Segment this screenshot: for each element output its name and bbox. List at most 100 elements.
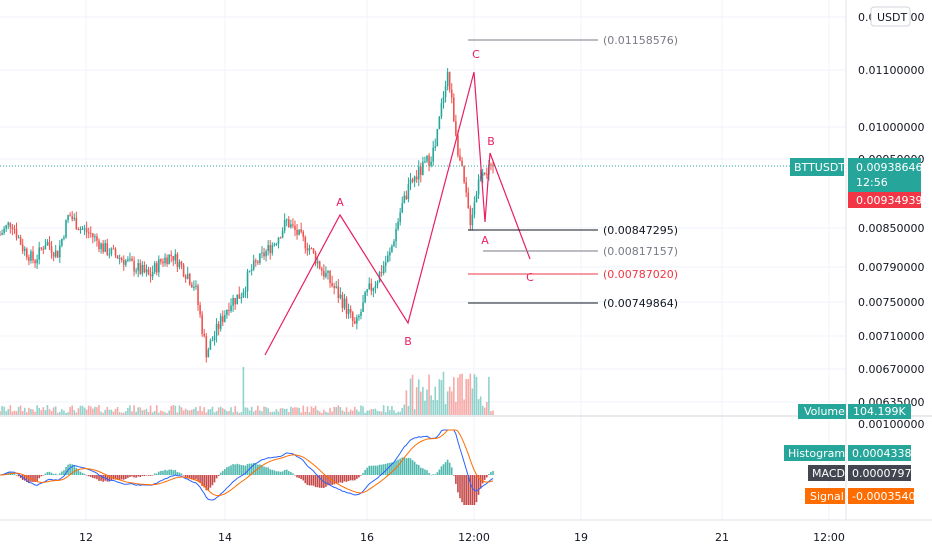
macd-histogram-bar [453,475,455,476]
candle-body [339,294,342,298]
time-axis-label: 12:00 [458,531,490,544]
candle-body [232,297,234,306]
volume-bar [393,410,395,415]
wave-label: B [404,335,412,348]
candle-body [302,231,305,237]
volume-bar [114,408,117,415]
volume-bar [333,406,335,415]
volume-bar [279,408,282,415]
macd-histogram-bar [366,467,368,475]
candle-body [277,237,280,244]
candle-body [137,263,140,271]
wave-label: C [526,271,534,284]
symbol-tag: BTTUSDT [790,158,845,176]
volume-bar [440,380,443,415]
candle-body [296,230,298,235]
macd-histogram-bar [273,470,276,475]
candle-body [405,195,408,200]
candle-body [1,233,3,235]
candle-body [195,285,197,288]
macd-histogram-bar [442,464,445,475]
candle-body [100,243,102,250]
candle-body [219,316,222,329]
candle-body [450,89,453,98]
macd-histogram-bar [296,475,298,478]
volume-bar [475,376,478,415]
macd-histogram-bar [98,475,100,481]
high-price-tag: 0.00934939 [848,192,922,208]
fib-level-label: (0.00749864) [603,297,678,310]
volume-bar [1,405,3,415]
candle-body [343,298,346,308]
candle-body [166,257,168,264]
volume-bar [160,410,162,415]
volume-bar [269,412,272,415]
candle-body [149,274,152,277]
macd-histogram-bar [415,464,418,475]
macd-histogram-bar [160,470,162,475]
candle-body [341,294,344,308]
macd-histogram-bar [277,471,280,475]
volume-bar [139,407,142,415]
macd-histogram-bar [479,475,482,489]
volume-bar [207,409,210,415]
candle-body [483,172,486,174]
candle-body [479,175,482,180]
candle-body [304,236,307,249]
last-price-tag: 0.00938646 12:56 [848,158,922,192]
macd-histogram-bar [232,464,234,475]
macd-histogram-bar [250,463,253,475]
candle-body [15,229,18,238]
macd-histogram-bar [162,470,164,475]
macd-histogram-bar [382,464,385,475]
candle-body [252,260,255,270]
candle-body [236,294,239,305]
volume-bar [246,407,249,415]
candle-body [298,229,300,235]
macd-histogram-bar [46,472,49,475]
volume-bar [366,410,368,415]
currency-button[interactable]: USDT [870,6,911,27]
macd-pane [0,429,494,505]
candle-body [168,254,170,264]
fib-levels: (0.01158576) (0.00847295) (0.00817157) (0.0… [468,34,678,310]
time-axis-label: 21 [715,531,729,544]
candle-body [285,219,288,221]
candle-body [486,173,488,175]
price-axis-label: 0.00670000 [858,363,924,376]
volume-bar [386,405,389,415]
macd-histogram-bar [254,463,257,475]
volume-bar [273,411,276,415]
volume-bar [17,406,20,415]
macd-histogram-bar [127,475,129,478]
macd-histogram-bar [446,459,449,475]
volume-bar [135,411,137,415]
macd-histogram-bar [52,473,55,475]
candle-body [403,195,406,204]
candle-body [356,317,358,324]
macd-histogram-bar [238,464,241,475]
volume-bar [362,406,364,415]
candle-body [407,183,410,200]
volume-bar [298,407,300,415]
volume-bar [411,374,414,415]
volume-bar [5,411,7,415]
candle-body [337,286,340,298]
candle-body [104,243,107,252]
candle-body [92,233,94,237]
volume-bar [147,411,150,415]
candle-body [384,262,387,266]
macd-histogram-bar [428,472,430,475]
macd-histogram-bar [230,465,232,475]
macd-histogram-bar [436,472,439,475]
candle-body [85,228,88,233]
candle-body [254,260,257,262]
macd-histogram-bar [467,475,470,505]
volume-bar [473,374,476,415]
macd-line [0,429,494,501]
macd-histogram-bar [347,475,350,481]
volume-bar [337,405,340,415]
macd-histogram-bar [337,475,340,484]
